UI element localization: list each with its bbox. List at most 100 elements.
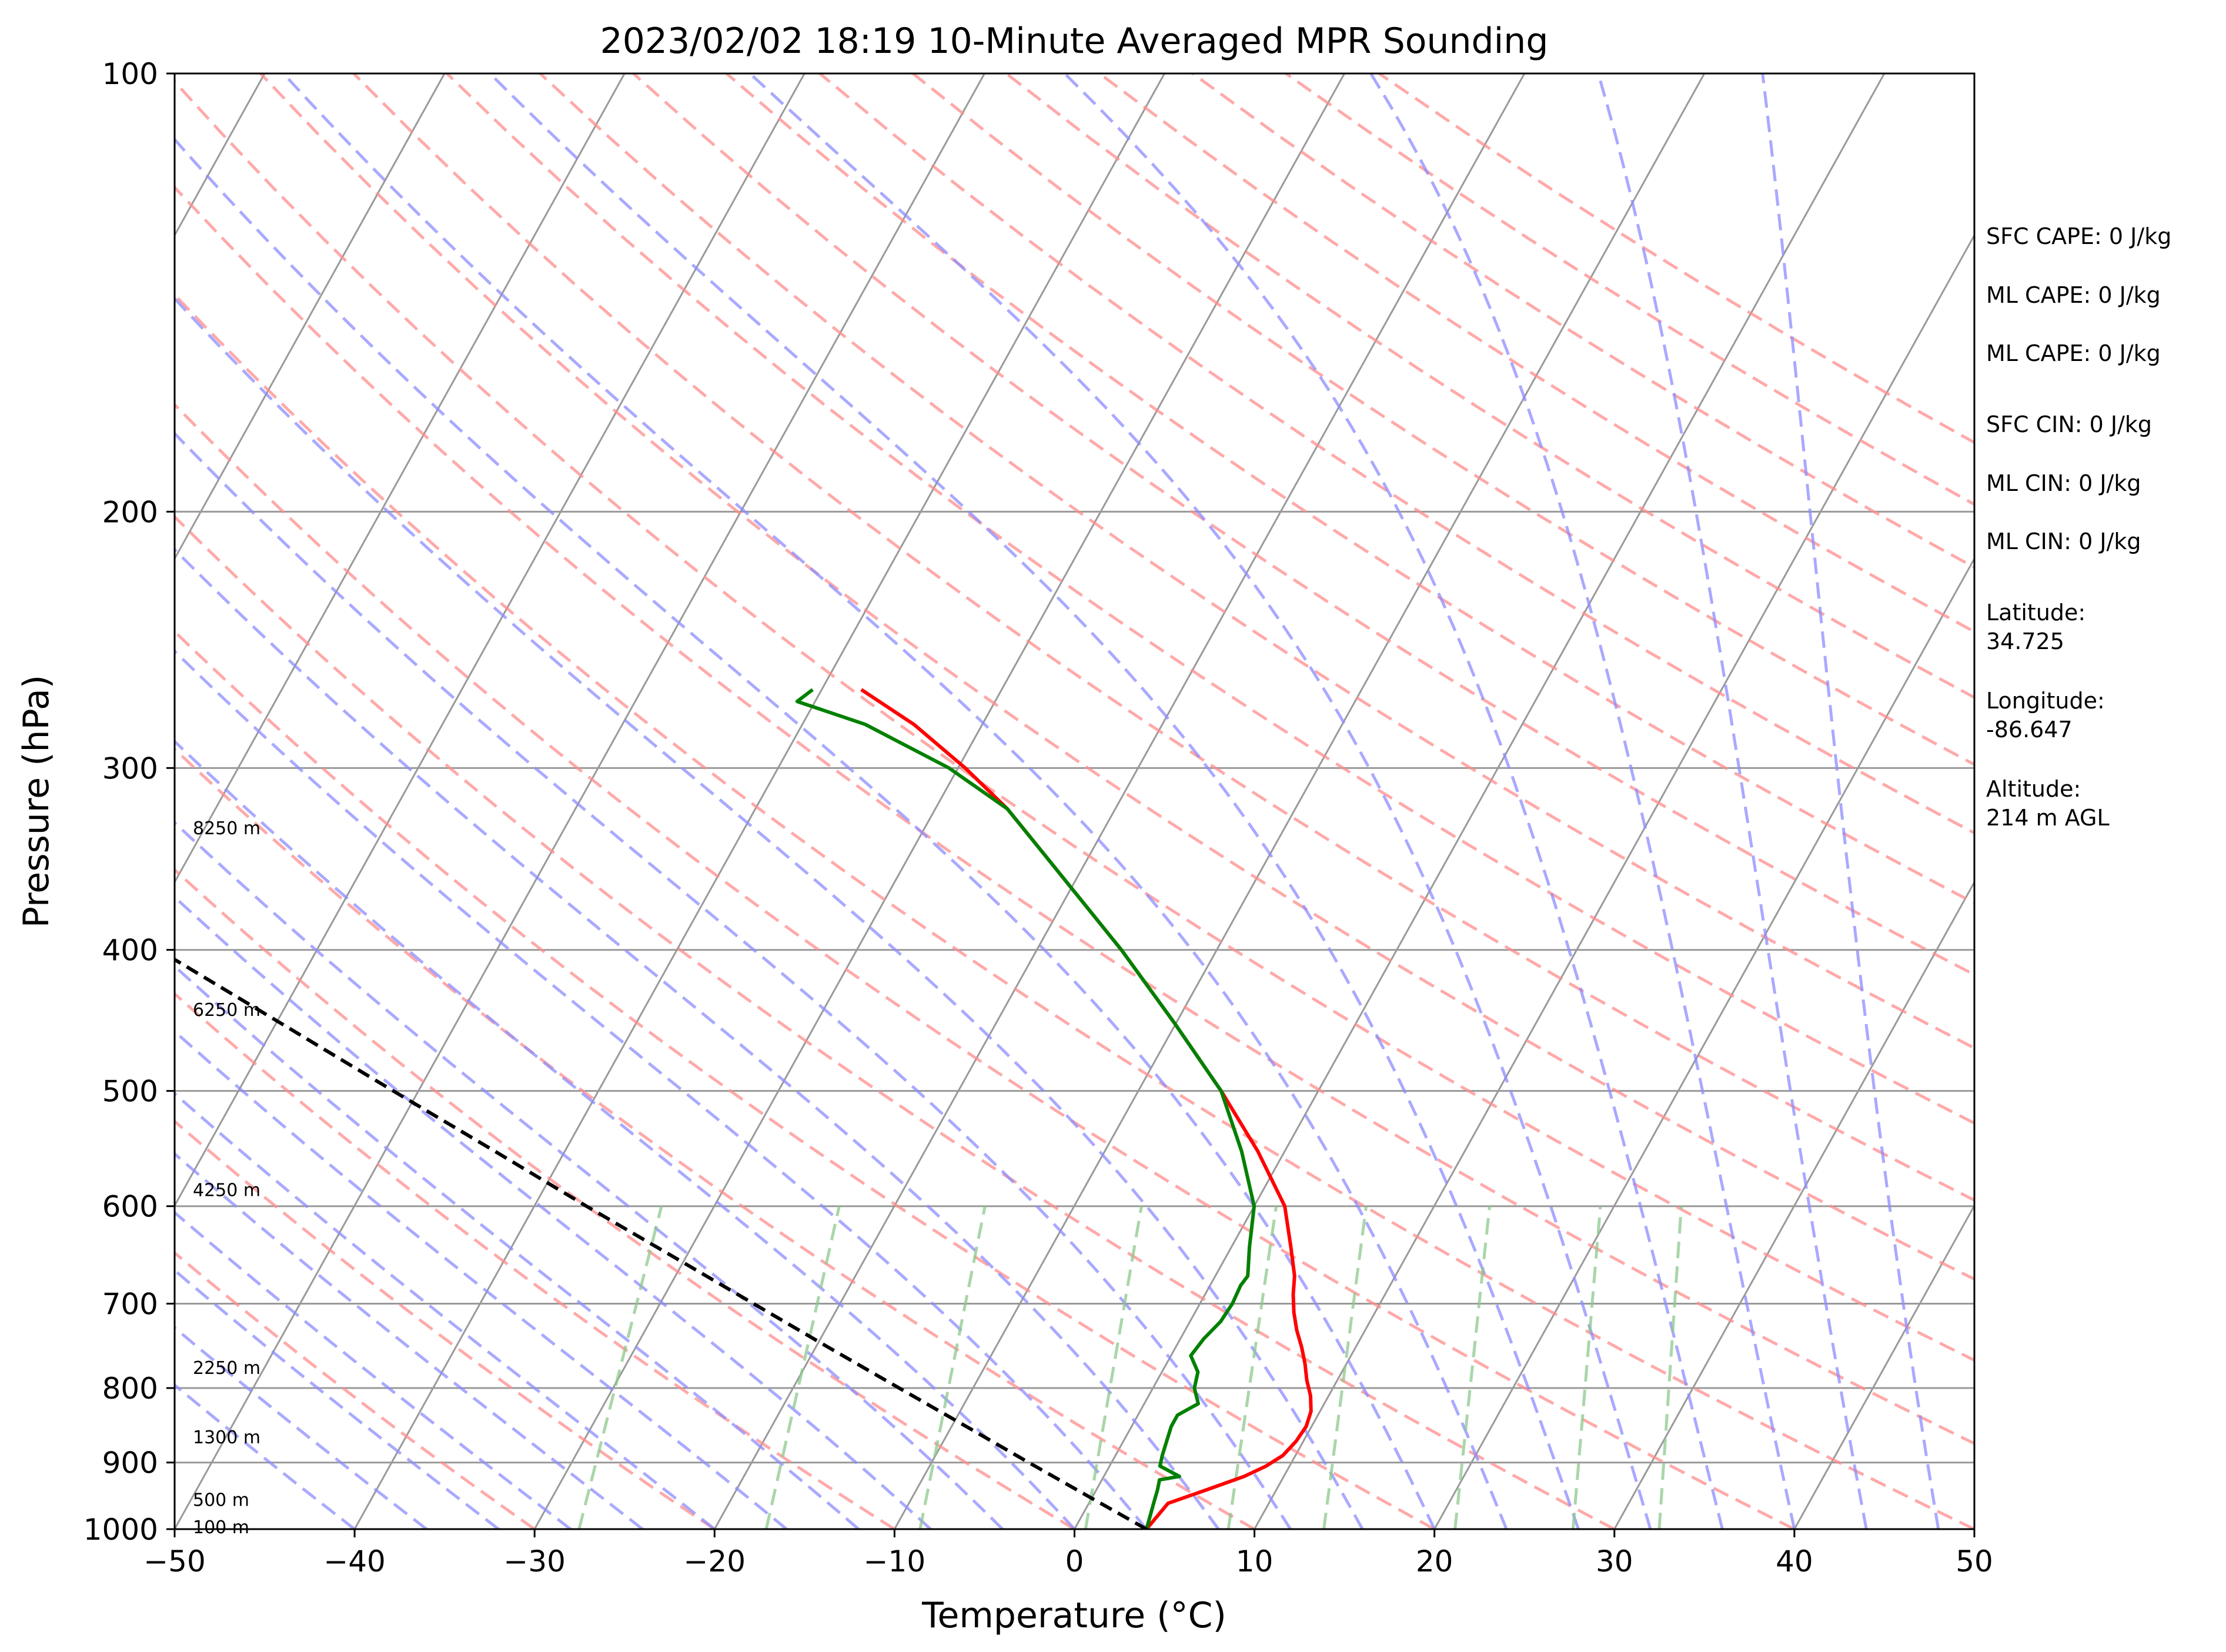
altitude-labels: 8250 m 6250 m 4250 m 2250 m 1300 m 500 m 100 m	[193, 818, 260, 1538]
parcel-profile-line	[175, 957, 1148, 1529]
y-tick-label: 900	[102, 1446, 158, 1480]
y-tick-label: 300	[102, 751, 158, 785]
dry-adiabat-110	[539, 73, 1974, 1050]
ml-cin-text: ML CIN: 0 J/kg	[1986, 470, 2141, 496]
x-tick-label: 20	[1416, 1544, 1453, 1579]
x-tick-label: −40	[323, 1544, 386, 1579]
x-tick-label: −20	[684, 1544, 746, 1579]
isotherm-10	[1254, 233, 1974, 1529]
mixing-ratio-0.002	[918, 1206, 987, 1529]
isotherm-40	[1793, 1203, 1974, 1529]
x-axis-label: Temperature (°C)	[921, 1595, 1226, 1636]
mixing-ratio-0.024	[1571, 1206, 1602, 1529]
isotherm--40	[353, 73, 1165, 1529]
isotherm-0	[1074, 73, 1886, 1529]
isotherm-30	[1613, 880, 1974, 1529]
altitude-label: 1300 m	[193, 1427, 260, 1448]
dry-adiabat-50	[175, 292, 1974, 1529]
dry-adiabat--30	[175, 1250, 536, 1529]
ml-cape-text: ML CAPE: 0 J/kg	[1986, 282, 2161, 308]
dry-adiabat-0	[175, 868, 1075, 1529]
y-tick-label: 600	[102, 1190, 158, 1224]
y-tick-label: 100	[102, 57, 158, 91]
dry-adiabat-150	[912, 73, 1974, 767]
longitude-label: Longitude:	[1986, 688, 2105, 714]
moist-adiabat--12	[175, 964, 860, 1529]
info-panel: SFC CAPE: 0 J/kg ML CAPE: 0 J/kg ML CAPE…	[1986, 223, 2171, 831]
moist-adiabat--8	[175, 895, 932, 1529]
moist-adiabat-48	[1761, 73, 1940, 1529]
dry-adiabat-10	[175, 747, 1255, 1529]
x-tick-label: −10	[864, 1544, 926, 1579]
sounding-profiles	[175, 688, 1313, 1529]
isotherm-lines	[175, 73, 1974, 1529]
moist-adiabat-40	[1369, 73, 1796, 1529]
dry-adiabat-70	[175, 79, 1974, 1362]
y-tick-label: 800	[102, 1372, 158, 1406]
mixing-ratio-0.007	[1226, 1206, 1278, 1529]
moist-adiabat--4	[175, 820, 1004, 1529]
dry-adiabat-140	[818, 73, 1974, 835]
isotherm--20	[713, 73, 1526, 1529]
moist-adiabat-32	[748, 73, 1652, 1529]
altitude-label: 100 m	[193, 1517, 249, 1538]
moist-adiabat--28	[175, 1210, 571, 1529]
isotherm--50	[175, 73, 985, 1529]
plot-area	[173, 72, 1976, 1530]
dry-adiabat-120	[632, 73, 1974, 977]
altitude-label: Altitude:	[1986, 776, 2081, 802]
isotherm--30	[533, 73, 1346, 1529]
moist-adiabat-0	[175, 739, 1076, 1529]
isotherm--70	[175, 73, 626, 884]
moist-adiabat-lines	[175, 73, 1940, 1529]
dry-adiabat-lines	[175, 73, 1974, 1529]
altitude-label: 6250 m	[193, 1000, 260, 1021]
mixing-ratio-lines	[577, 1206, 1683, 1529]
isotherm--60	[175, 73, 805, 1208]
latitude-value: 34.725	[1986, 628, 2064, 654]
altitude-label: 8250 m	[193, 818, 260, 839]
moist-adiabat-12	[175, 431, 1292, 1529]
y-axis-label: Pressure (hPa)	[16, 675, 57, 928]
y-tick-label: 700	[102, 1287, 158, 1321]
altitude-label: 4250 m	[193, 1180, 260, 1200]
moist-adiabat-36	[1064, 73, 1724, 1529]
x-tick-label: 50	[1956, 1544, 1993, 1579]
altitude-value: 214 m AGL	[1986, 805, 2110, 831]
moist-adiabat--32	[175, 1268, 500, 1529]
dry-adiabat-40	[175, 402, 1796, 1529]
sfc-cape-text: SFC CAPE: 0 J/kg	[1986, 223, 2171, 249]
moist-adiabat-16	[175, 296, 1364, 1529]
dry-adiabat-130	[726, 73, 1974, 905]
y-tick-label: 400	[102, 934, 158, 968]
moist-adiabat-44	[1596, 73, 1868, 1529]
dry-adiabat-90	[352, 73, 1974, 1202]
plot-frame	[173, 72, 1976, 1530]
moist-adiabat-8	[175, 547, 1220, 1529]
y-tick-label: 1000	[83, 1513, 158, 1547]
moist-adiabat--24	[175, 1152, 644, 1529]
moist-adiabat--16	[175, 1029, 788, 1529]
altitude-label: 2250 m	[193, 1358, 260, 1379]
sfc-cin-text: SFC CIN: 0 J/kg	[1986, 412, 2152, 437]
isotherm--10	[894, 73, 1706, 1529]
chart-title: 2023/02/02 18:19 10-Minute Averaged MPR …	[600, 21, 1549, 62]
dry-adiabat-80	[259, 73, 1974, 1281]
mixing-ratio-0.01	[1322, 1206, 1368, 1529]
altitude-label: 500 m	[193, 1490, 249, 1510]
isotherm--80	[175, 73, 446, 561]
x-axis-ticks: −50 −40 −30 −20 −10 0 10 20 30 40 50	[143, 1529, 1993, 1579]
ml-cape-text-2: ML CAPE: 0 J/kg	[1986, 340, 2161, 366]
moist-adiabat-4	[175, 649, 1148, 1529]
moist-adiabat-24	[282, 73, 1508, 1529]
mixing-ratio-0.032	[1657, 1206, 1683, 1529]
dry-adiabat-20	[175, 629, 1435, 1529]
x-tick-label: 10	[1236, 1544, 1274, 1579]
x-tick-label: 30	[1596, 1544, 1633, 1579]
y-tick-label: 200	[102, 495, 158, 529]
moist-adiabat--20	[175, 1091, 716, 1529]
dry-adiabat-100	[446, 73, 1974, 1125]
isotherm-20	[1433, 557, 1974, 1529]
y-axis-ticks: 100 200 300 400 500 600 700 800 900 1000	[83, 57, 175, 1547]
